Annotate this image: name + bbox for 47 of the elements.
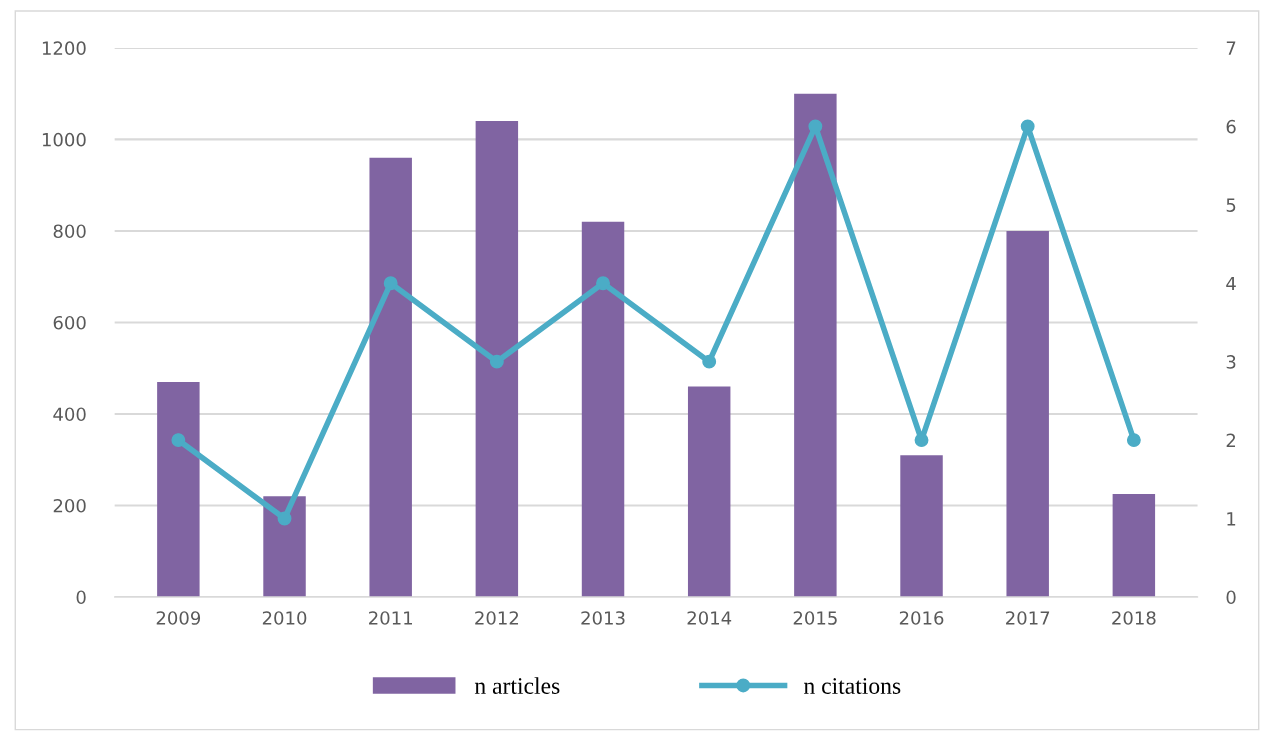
bar <box>157 381 200 597</box>
bar <box>794 93 837 597</box>
y-tick-label: 200 <box>53 498 86 513</box>
y2-tick-label: 6 <box>1226 119 1236 134</box>
point <box>489 354 504 369</box>
x-tick-label: 2014 <box>687 611 732 625</box>
point <box>1020 119 1035 134</box>
y2-tick-label: 4 <box>1226 276 1236 291</box>
x-tick-label: 2018 <box>1112 611 1156 625</box>
y2-tick-label: 1 <box>1227 512 1236 526</box>
y-tick-label: 1000 <box>42 132 86 147</box>
y2-tick-label: 2 <box>1226 433 1236 447</box>
y-tick-label: 1200 <box>42 41 86 56</box>
bar <box>900 455 943 597</box>
point <box>808 119 823 134</box>
x-tick-label: 2012 <box>475 611 519 625</box>
y2-tick-label: 0 <box>1226 590 1236 605</box>
x-tick-label: 2017 <box>1006 611 1050 625</box>
x-tick-label: 2013 <box>581 611 625 625</box>
bar <box>475 121 519 597</box>
point <box>277 511 292 526</box>
x-tick-label: 2010 <box>262 611 307 625</box>
point <box>1126 433 1141 448</box>
bar <box>369 157 412 597</box>
legend-label: n citations <box>803 678 901 694</box>
x-tick-label: 2011 <box>369 611 412 625</box>
x-tick-label: 2009 <box>156 611 201 625</box>
bar <box>581 221 625 597</box>
point <box>702 354 717 369</box>
y2-tick-label: 5 <box>1226 198 1236 212</box>
point <box>914 433 929 448</box>
bar <box>687 386 731 597</box>
point <box>171 433 186 448</box>
y-tick-label: 600 <box>53 315 86 330</box>
y-tick-label: 400 <box>53 407 86 422</box>
y-tick-label: 800 <box>53 224 86 239</box>
bar <box>263 496 306 597</box>
y-tick-label: 0 <box>76 590 86 605</box>
point <box>383 276 398 291</box>
y2-tick-label: 7 <box>1226 41 1236 55</box>
y2-tick-label: 3 <box>1226 355 1236 369</box>
bar <box>1006 230 1049 597</box>
point <box>596 276 610 291</box>
x-tick-label: 2016 <box>899 611 944 625</box>
x-tick-label: 2015 <box>793 611 837 625</box>
legend-label: n articles <box>474 677 560 694</box>
bar <box>1112 494 1156 597</box>
